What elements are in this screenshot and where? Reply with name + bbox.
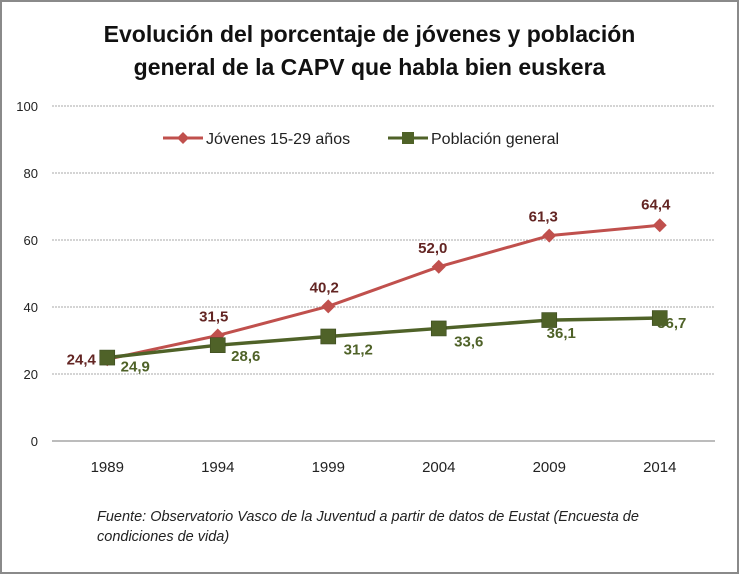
series-line-jovenes <box>106 223 660 361</box>
x-tick-label: 2004 <box>422 459 455 476</box>
y-tick-label: 40 <box>24 300 38 315</box>
y-tick-label: 20 <box>24 367 38 382</box>
chart-title-line-1: Evolución del porcentaje de jóvenes y po… <box>103 21 636 47</box>
chart-title-line-2: general de la CAPV que habla bien eusker… <box>133 54 606 80</box>
legend-item: Jóvenes 15-29 años <box>163 131 350 148</box>
source-note: Fuente: Observatorio Vasco de la Juventu… <box>97 509 639 545</box>
series-line-poblacion <box>107 316 660 360</box>
y-tick-label: 80 <box>24 166 38 181</box>
data-label: 61,3 <box>529 209 558 226</box>
x-tick-label: 2009 <box>533 459 566 476</box>
data-point-square <box>99 349 116 366</box>
data-label: 31,5 <box>199 308 228 325</box>
data-point-diamond <box>321 299 336 314</box>
data-label: 36,7 <box>657 315 686 332</box>
x-tick-label: 2014 <box>643 459 676 476</box>
legend-label: Jóvenes 15-29 años <box>206 131 350 148</box>
x-tick-label: 1994 <box>201 459 234 476</box>
data-point-square <box>430 320 447 337</box>
x-tick-label: 1999 <box>312 459 345 476</box>
data-point-square <box>541 312 558 328</box>
data-label: 36,1 <box>547 325 576 342</box>
data-label: 64,4 <box>641 196 671 213</box>
y-tick-label: 60 <box>24 233 38 248</box>
data-point-square <box>651 310 668 326</box>
data-label: 24,9 <box>121 359 150 376</box>
legend-marker-square <box>402 132 414 144</box>
legend-item: Población general <box>388 131 559 148</box>
data-label: 33,6 <box>454 333 483 350</box>
data-label: 40,2 <box>310 279 339 296</box>
data-point-square <box>209 337 226 353</box>
data-point-square <box>320 328 337 345</box>
y-tick-label: 100 <box>16 99 38 114</box>
x-tick-label: 1989 <box>91 459 124 476</box>
legend-marker-diamond <box>177 132 189 144</box>
data-label: 28,6 <box>231 348 260 365</box>
data-point-diamond <box>431 259 446 274</box>
data-label: 31,2 <box>344 341 373 358</box>
data-label: 52,0 <box>418 240 447 257</box>
data-point-diamond <box>652 218 667 233</box>
data-point-diamond <box>542 228 557 243</box>
y-tick-label: 0 <box>31 434 38 449</box>
legend-label: Población general <box>431 131 559 148</box>
data-label: 24,4 <box>67 351 97 368</box>
